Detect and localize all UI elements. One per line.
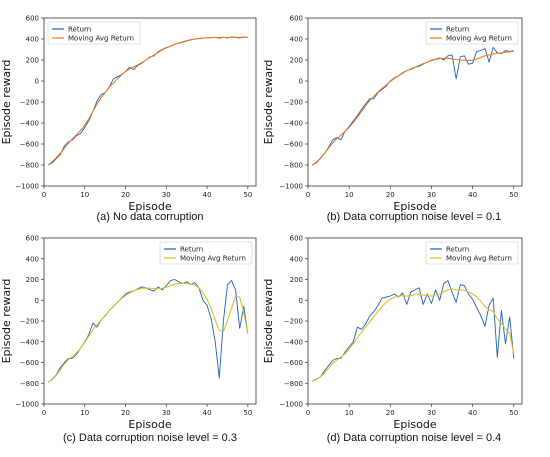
x-tick-label: 30 xyxy=(162,191,171,199)
x-axis-label: Episode xyxy=(128,200,171,213)
y-tick-label: −600 xyxy=(284,141,303,149)
y-tick-label: 400 xyxy=(26,255,39,263)
x-tick-label: 40 xyxy=(468,409,477,417)
x-tick-label: 0 xyxy=(306,409,310,417)
y-tick-label: −1000 xyxy=(279,401,303,409)
y-tick-label: 0 xyxy=(35,297,39,305)
y-tick-label: −600 xyxy=(284,359,303,367)
return-series-line xyxy=(47,279,249,383)
legend-entry: Moving Avg Return xyxy=(446,255,512,263)
y-tick-label: 0 xyxy=(299,297,303,305)
panel-caption: (d) Data corruption noise level = 0.4 xyxy=(327,432,502,444)
y-tick-label: 600 xyxy=(290,15,303,23)
y-tick-label: 400 xyxy=(290,36,303,44)
y-tick-label: −600 xyxy=(20,141,39,149)
x-tick-label: 50 xyxy=(509,191,518,199)
x-tick-label: 30 xyxy=(427,409,436,417)
y-tick-label: −1000 xyxy=(15,183,39,191)
x-tick-label: 0 xyxy=(42,191,46,199)
y-tick-label: −800 xyxy=(20,162,39,170)
legend-box xyxy=(425,21,519,45)
legend-entry: Return xyxy=(180,246,203,254)
x-axis-label: Episode xyxy=(393,200,436,213)
y-axis-label: Episode reward xyxy=(262,279,275,364)
x-tick-label: 20 xyxy=(386,191,395,199)
y-tick-label: 200 xyxy=(26,57,39,65)
y-tick-label: −200 xyxy=(284,99,303,107)
y-tick-label: −1000 xyxy=(15,401,39,409)
y-tick-label: −1000 xyxy=(279,183,303,191)
x-tick-label: 10 xyxy=(345,191,354,199)
legend-entry: Moving Avg Return xyxy=(446,35,512,43)
x-tick-label: 20 xyxy=(121,191,130,199)
x-tick-label: 10 xyxy=(80,191,89,199)
y-tick-label: 200 xyxy=(290,276,303,284)
legend-entry: Return xyxy=(68,26,91,34)
x-axis-label: Episode xyxy=(393,418,436,431)
moving-avg-series-line xyxy=(311,288,515,382)
x-tick-label: 50 xyxy=(243,409,252,417)
y-tick-label: −200 xyxy=(20,99,39,107)
x-tick-label: 0 xyxy=(306,191,310,199)
x-tick-label: 30 xyxy=(162,409,171,417)
return-series-line xyxy=(311,280,515,382)
legend-entry: Moving Avg Return xyxy=(180,255,246,263)
x-tick-label: 50 xyxy=(509,409,518,417)
y-axis-label: Episode reward xyxy=(0,279,13,364)
return-series-line xyxy=(311,46,514,166)
legend-box xyxy=(159,241,253,265)
x-tick-label: 40 xyxy=(203,409,212,417)
legend-entry: Moving Avg Return xyxy=(68,35,134,43)
legend-entry: Return xyxy=(446,26,469,34)
x-tick-label: 10 xyxy=(80,409,89,417)
y-tick-label: −200 xyxy=(20,318,39,326)
x-tick-label: 10 xyxy=(345,409,354,417)
x-tick-label: 30 xyxy=(427,191,436,199)
x-tick-label: 20 xyxy=(386,409,395,417)
x-tick-label: 0 xyxy=(42,409,46,417)
legend-entry: Return xyxy=(446,246,469,254)
moving-avg-series-line xyxy=(47,282,249,383)
y-tick-label: −400 xyxy=(284,120,303,128)
y-tick-label: 400 xyxy=(26,36,39,44)
panel-caption: (c) Data corruption noise level = 0.3 xyxy=(63,432,237,444)
y-tick-label: −800 xyxy=(284,380,303,388)
y-tick-label: 600 xyxy=(26,15,39,23)
x-tick-label: 40 xyxy=(203,191,212,199)
x-tick-label: 40 xyxy=(468,191,477,199)
y-tick-label: 600 xyxy=(26,235,39,243)
y-axis-label: Episode reward xyxy=(0,60,13,145)
y-tick-label: −800 xyxy=(284,162,303,170)
x-tick-label: 50 xyxy=(243,191,252,199)
y-tick-label: −400 xyxy=(20,338,39,346)
legend-box xyxy=(47,21,141,45)
y-tick-label: 600 xyxy=(290,235,303,243)
panel-caption: (b) Data corruption noise level = 0.1 xyxy=(327,211,502,223)
y-tick-label: −400 xyxy=(20,120,39,128)
y-tick-label: 400 xyxy=(290,255,303,263)
y-tick-label: 200 xyxy=(290,57,303,65)
y-tick-label: 0 xyxy=(299,78,303,86)
x-axis-label: Episode xyxy=(128,418,171,431)
y-tick-label: −800 xyxy=(20,380,39,388)
legend-box xyxy=(425,241,519,265)
panel-caption: (a) No data corruption xyxy=(97,211,204,223)
moving-avg-series-line xyxy=(311,50,514,166)
return-series-line xyxy=(47,36,248,166)
x-tick-label: 20 xyxy=(121,409,130,417)
y-tick-label: −200 xyxy=(284,318,303,326)
y-tick-label: 200 xyxy=(26,276,39,284)
y-axis-label: Episode reward xyxy=(262,60,275,145)
moving-avg-series-line xyxy=(47,36,248,166)
y-tick-label: 0 xyxy=(35,78,39,86)
y-tick-label: −400 xyxy=(284,338,303,346)
y-tick-label: −600 xyxy=(20,359,39,367)
